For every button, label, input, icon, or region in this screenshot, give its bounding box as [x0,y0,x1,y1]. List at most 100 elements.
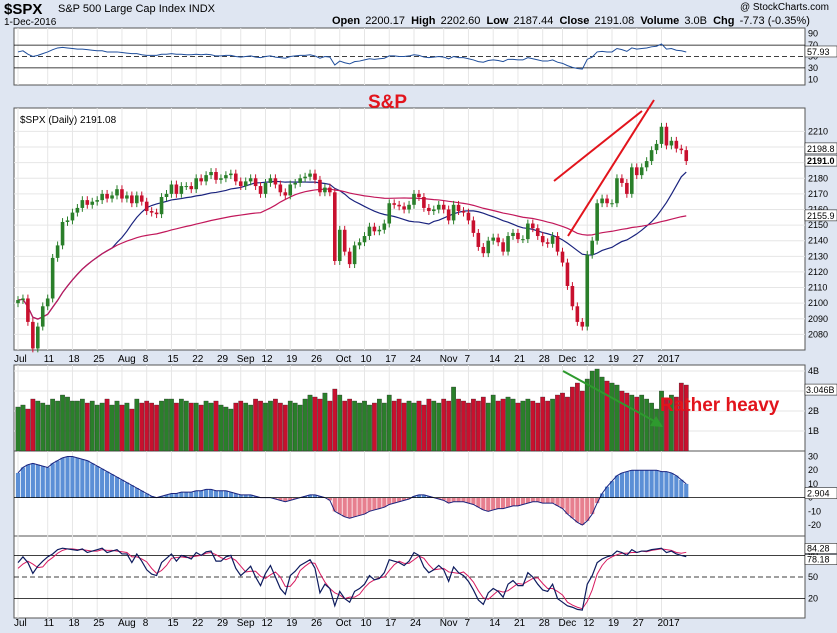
volume-bar [193,402,199,452]
price-bar [238,181,243,187]
volume-bar [327,400,333,452]
price-bar [565,262,570,286]
volume-bar [302,398,308,452]
volume-bar [25,408,31,452]
volume-bar [114,400,120,452]
volume-bar [154,404,159,452]
x-axis-label: 8 [143,354,149,365]
volume-bar [624,392,630,452]
price-tick-label: 2090 [808,314,828,324]
rsi-tick-label: 90 [808,29,818,39]
wedge-lower-line [567,99,655,237]
volume-bar [292,402,298,452]
price-bar [456,204,461,212]
volume-bar [614,384,620,452]
price-bar [555,236,560,252]
volume-bar [263,402,268,452]
price-bar [422,196,426,208]
price-bar [387,203,392,224]
price-tag: 2198.8 [807,144,835,154]
price-bar [85,200,90,205]
price-bar [367,226,372,237]
x-axis-label: Dec [559,354,577,365]
price-bar [392,203,396,205]
price-bar [684,150,689,162]
volume-bar [198,404,204,452]
volume-bar [119,404,125,452]
ma-slow-line [17,188,687,320]
price-tag-box [804,142,837,155]
volume-bar [84,402,90,452]
volume-bar [495,400,501,452]
price-bar [407,204,411,210]
volume-bar [94,404,100,452]
rsi-tick-label: 70 [808,40,818,50]
volume-bar [575,382,580,452]
volume-bar [60,394,65,452]
wedge-upper-line [553,110,643,182]
volume-bar [683,384,689,452]
price-tick-label: 2170 [808,189,828,199]
volume-bar [159,400,164,452]
volume-bar [213,400,219,452]
price-bar [224,175,228,179]
price-bar [620,178,624,183]
volume-bar [124,402,130,452]
volume-bar [352,400,357,452]
price-bar [278,184,283,193]
volume-bar [659,390,664,452]
volume-bar [510,398,516,452]
price-tick-label: 2150 [808,220,828,230]
price-bar [90,201,95,205]
price-bar [214,172,218,180]
x-axis-label: 25 [93,354,105,365]
x-axis-label: 24 [410,354,422,365]
x-axis-label: 18 [68,618,80,629]
volume-bar [70,400,75,452]
x-axis-label: 17 [385,354,397,365]
x-axis-label: Nov [440,354,458,365]
stoch-tag: 78.18 [807,555,830,565]
volume-bar [520,400,526,452]
volume-bar [515,402,521,452]
macd-outline [17,455,687,526]
volume-bar [20,404,26,452]
x-axis-label: 2017 [658,354,681,365]
volume-bar [129,408,135,452]
macd-tick-label: 30 [808,451,818,461]
price-tick-label: 2110 [808,283,827,293]
volume-bar [243,402,249,452]
price-bar [288,184,293,196]
macd-tag: 2.904 [807,489,830,499]
volume-bar [178,398,184,452]
symbol-label: $SPX [4,1,43,18]
volume-bar [203,400,209,452]
price-bar [471,220,476,233]
price-bar [664,126,669,146]
price-bar [219,178,223,180]
sp-annotation: S&P [368,92,407,113]
price-bar [580,321,585,327]
x-axis-label: 22 [192,618,204,629]
price-bar [461,211,466,213]
price-bar [60,221,65,246]
volume-bar [431,400,437,452]
price-bar [679,148,684,151]
x-axis-label: Jul [14,618,27,629]
volume-bar [550,398,555,452]
price-tag: 2191.0 [807,156,835,166]
macd-tick-label: -10 [808,506,821,516]
price-bar [95,200,99,202]
volume-bar [248,404,253,452]
volume-bar [446,400,452,452]
volume-bar [490,394,496,452]
volume-bar [505,396,511,452]
volume-bar [396,398,402,452]
price-bar [625,182,629,194]
price-bar [446,209,451,221]
price-tick-label: 2140 [808,236,828,246]
price-bar [36,326,40,349]
x-axis-label: Oct [336,354,352,365]
macd-tick-label: 20 [808,465,818,475]
price-bar [649,150,654,162]
